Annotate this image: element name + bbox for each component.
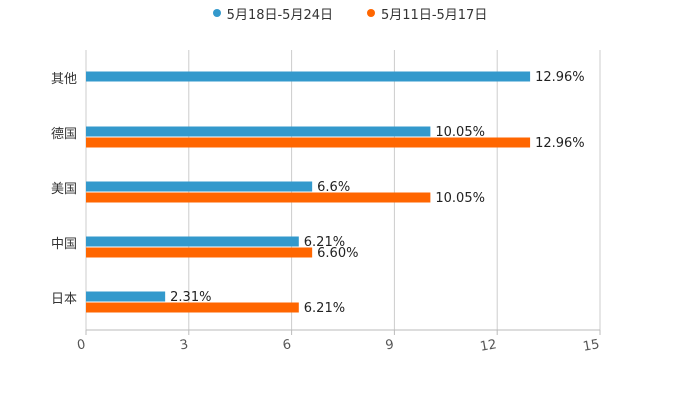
- bar-series-2-1: [86, 137, 531, 148]
- category-label-2: 美国: [51, 182, 77, 197]
- legend-item-series-2[interactable]: 5月11日-5月17日: [367, 4, 487, 23]
- chart-legend: 5月18日-5月24日 5月11日-5月17日: [0, 2, 700, 24]
- legend-label-series-1: 5月18日-5月24日: [226, 7, 333, 23]
- data-label-series-1-2: 6.6%: [317, 180, 350, 195]
- category-label-4: 日本: [51, 292, 77, 307]
- data-label-series-2-4: 6.21%: [304, 301, 345, 316]
- x-tick-label-5: 15: [582, 337, 601, 355]
- bar-series-1-3: [86, 236, 299, 247]
- bar-series-1-4: [86, 291, 166, 302]
- data-label-series-1-0: 12.96%: [535, 70, 585, 85]
- legend-label-series-2: 5月11日-5月17日: [381, 7, 488, 23]
- data-label-series-1-3: 6.21%: [304, 235, 345, 250]
- x-tick-label-3: 9: [384, 337, 395, 353]
- bar-series-2-3: [86, 247, 313, 258]
- category-label-0: 其他: [51, 72, 77, 87]
- legend-marker-series-1: [212, 9, 221, 17]
- bar-series-1-1: [86, 126, 431, 137]
- legend-item-series-1[interactable]: 5月18日-5月24日: [212, 4, 333, 23]
- data-label-series-2-2: 10.05%: [435, 191, 485, 206]
- data-label-series-1-4: 2.31%: [170, 290, 211, 305]
- category-label-1: 德国: [51, 127, 77, 142]
- x-tick-label-1: 3: [179, 337, 190, 353]
- x-tick-label-0: 0: [76, 337, 87, 353]
- bar-series-2-4: [86, 302, 299, 313]
- data-label-series-1-1: 10.05%: [435, 125, 485, 140]
- bar-series-1-2: [86, 181, 313, 192]
- bar-series-1-0: [86, 71, 531, 82]
- data-label-series-2-3: 6.60%: [317, 246, 358, 261]
- legend-marker-series-2: [367, 9, 375, 17]
- category-label-3: 中国: [51, 237, 77, 252]
- x-tick-label-4: 12: [479, 337, 498, 355]
- x-tick-label-2: 6: [282, 337, 293, 353]
- data-label-series-2-1: 12.96%: [535, 136, 585, 151]
- bar-series-2-2: [86, 192, 431, 203]
